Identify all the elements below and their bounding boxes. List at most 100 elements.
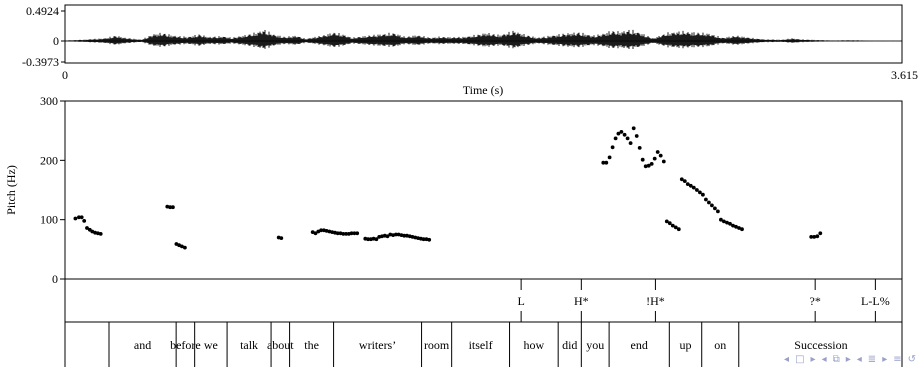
- pitch-point: [628, 141, 633, 146]
- pitch-point: [673, 225, 678, 230]
- word-label: itself: [469, 338, 493, 352]
- pitch-point: [818, 231, 823, 236]
- word-label: room: [424, 338, 450, 352]
- pitch-point: [604, 160, 609, 165]
- word-label: talk: [240, 338, 258, 352]
- waveform-panel: 0.4924 0 -0.3973 0 3.615 Time (s): [22, 4, 918, 97]
- time-axis-label: Time (s): [463, 83, 504, 97]
- pitch-point: [728, 221, 732, 226]
- pitch-point: [815, 234, 820, 239]
- nav-next-icon[interactable]: ▸: [810, 354, 816, 365]
- word-label: the: [304, 338, 319, 352]
- word-label: up: [680, 338, 692, 352]
- pitch-point: [344, 232, 348, 236]
- pitch-point: [421, 237, 426, 242]
- pitch-point: [73, 216, 78, 221]
- pitch-ytick-label: 0: [52, 272, 58, 286]
- pitch-point: [685, 182, 690, 187]
- pitch-panel: 0 100 200 300 Pitch (Hz): [4, 94, 903, 286]
- pitch-point: [171, 205, 175, 210]
- pitch-point: [737, 226, 741, 230]
- pitch-point: [740, 227, 744, 232]
- beamer-nav[interactable]: ◂ □ ▸ ◂ ⧉ ▸ ◂ ≣ ▸ ≡ ↺: [784, 354, 916, 365]
- pitch-point: [698, 190, 702, 195]
- pitch-point: [363, 236, 368, 241]
- pitch-point: [385, 234, 390, 239]
- wave-ytick-zero: 0: [53, 34, 59, 48]
- pitch-y-axis: 0 100 200 300: [40, 94, 65, 286]
- word-label: before: [170, 338, 201, 352]
- pitch-point: [734, 224, 738, 229]
- pitch-point: [658, 153, 663, 158]
- pitch-point: [716, 209, 720, 214]
- word-label: Succession: [794, 338, 847, 352]
- nav-frame-icon[interactable]: □: [795, 354, 805, 365]
- pitch-point: [98, 232, 103, 236]
- pitch-point: [643, 164, 648, 169]
- nav-prev-icon[interactable]: ◂: [784, 354, 790, 365]
- pitch-point: [183, 245, 187, 250]
- pitch-point: [655, 150, 660, 154]
- word-label: end: [631, 338, 648, 352]
- pitch-point: [601, 160, 606, 165]
- pitch-point: [335, 231, 340, 236]
- nav-prev-section-icon[interactable]: ◂: [821, 354, 827, 365]
- pitch-point: [352, 231, 357, 236]
- word-label: did: [562, 338, 577, 352]
- pitch-point: [704, 197, 708, 202]
- pitch-point: [349, 231, 354, 236]
- pitch-axis-label: Pitch (Hz): [4, 165, 18, 215]
- pitch-point: [394, 232, 398, 237]
- word-label: on: [714, 338, 726, 352]
- pitch-point: [661, 159, 666, 164]
- pitch-point: [719, 217, 723, 222]
- wave-ytick-top: 0.4924: [26, 4, 59, 18]
- pitch-point: [637, 146, 642, 150]
- word-label: and: [134, 338, 151, 352]
- time-end-label: 3.615: [891, 68, 918, 82]
- pitch-point: [610, 145, 615, 150]
- pitch-point: [695, 188, 699, 192]
- pitch-point: [613, 136, 618, 141]
- tone-label: L-L%: [861, 294, 890, 308]
- nav-next-sub-icon[interactable]: ▸: [882, 354, 888, 365]
- nav-next-section-icon[interactable]: ▸: [845, 354, 851, 365]
- pitch-point: [319, 228, 323, 233]
- pitch-ytick-label: 200: [40, 153, 58, 167]
- nav-prev-sub-icon[interactable]: ◂: [856, 354, 862, 365]
- pitch-point: [168, 205, 173, 210]
- pitch-point: [625, 136, 630, 141]
- pitch-point: [667, 221, 672, 226]
- pitch-point: [713, 206, 717, 211]
- pitch-ytick-label: 300: [40, 94, 58, 108]
- word-tier: and before we talk about the writers’ room itsel…: [64, 321, 903, 367]
- pitch-point: [725, 220, 729, 225]
- pitch-point: [607, 155, 612, 160]
- tone-label: !H*: [646, 294, 665, 308]
- pitch-point: [722, 219, 726, 224]
- word-label: how: [524, 338, 545, 352]
- nav-sub-icon[interactable]: ≣: [867, 354, 877, 365]
- pitch-point: [731, 223, 735, 228]
- pitch-point: [691, 185, 696, 190]
- pitch-ytick-label: 100: [40, 213, 58, 227]
- pitch-points: [73, 126, 823, 250]
- pitch-point: [82, 219, 87, 223]
- pitch-point: [688, 183, 693, 188]
- tone-label: H*: [574, 294, 589, 308]
- pitch-point: [427, 237, 432, 242]
- nav-align-icon[interactable]: ≡: [893, 354, 902, 365]
- nav-loop-icon[interactable]: ↺: [907, 354, 916, 365]
- pitch-point: [341, 232, 346, 236]
- pitch-point: [707, 200, 711, 205]
- nav-section-icon[interactable]: ⧉: [832, 354, 840, 365]
- word-label: you: [586, 338, 604, 352]
- pitch-point: [670, 223, 675, 228]
- pitch-point: [682, 179, 687, 184]
- time-start-label: 0: [62, 68, 68, 82]
- pitch-point: [77, 215, 81, 220]
- pitch-point: [622, 132, 627, 137]
- pitch-point: [279, 236, 284, 241]
- word-label: writers’: [359, 338, 396, 352]
